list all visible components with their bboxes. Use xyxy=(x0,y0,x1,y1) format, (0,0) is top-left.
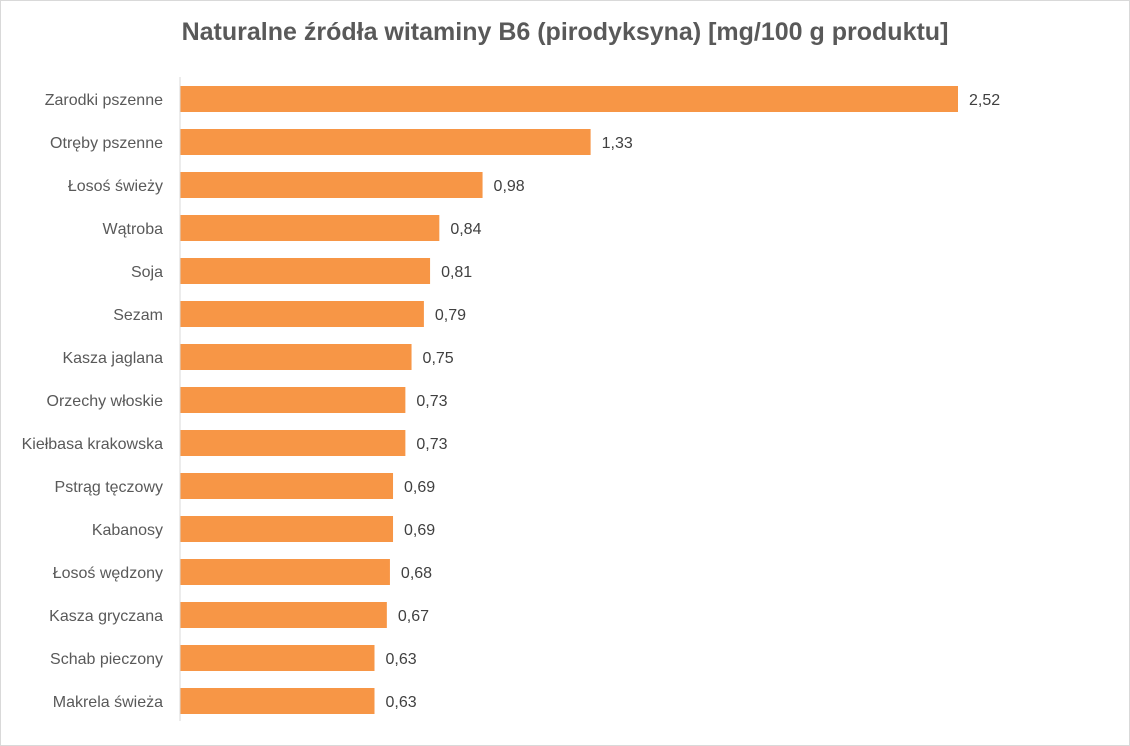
category-label: Zarodki pszenne xyxy=(45,92,163,109)
category-label: Wątroba xyxy=(103,221,164,238)
bar xyxy=(180,258,431,284)
data-label: 0,63 xyxy=(386,651,417,668)
bar xyxy=(180,430,406,456)
data-label: 0,81 xyxy=(441,264,472,281)
category-label: Soja xyxy=(131,264,163,281)
bar xyxy=(180,86,958,112)
data-label: 1,33 xyxy=(602,135,633,152)
data-label: 0,69 xyxy=(404,479,435,496)
data-label: 0,73 xyxy=(416,436,447,453)
category-label: Schab pieczony xyxy=(50,651,163,668)
category-label: Kasza jaglana xyxy=(62,350,163,367)
data-label: 0,79 xyxy=(435,307,466,324)
bar xyxy=(180,387,406,413)
category-label: Pstrąg tęczowy xyxy=(55,479,163,496)
bar xyxy=(180,645,375,671)
bar xyxy=(180,129,591,155)
bar xyxy=(180,301,424,327)
bar xyxy=(180,344,412,370)
category-label: Otręby pszenne xyxy=(50,135,163,152)
data-label: 0,98 xyxy=(494,178,525,195)
data-label: 0,68 xyxy=(401,565,432,582)
chart-title: Naturalne źródła witaminy B6 (pirodyksyn… xyxy=(181,18,949,46)
bar xyxy=(180,172,483,198)
data-label: 0,73 xyxy=(416,393,447,410)
category-label: Łosoś wędzony xyxy=(53,565,163,582)
category-label: Łosoś świeży xyxy=(68,178,163,195)
category-label: Orzechy włoskie xyxy=(47,393,164,410)
bar xyxy=(180,473,394,499)
data-label: 2,52 xyxy=(969,92,1000,109)
data-label: 0,84 xyxy=(450,221,481,238)
data-label: 0,63 xyxy=(386,694,417,711)
data-label: 0,67 xyxy=(398,608,429,625)
category-label: Kiełbasa krakowska xyxy=(22,436,164,453)
data-label: 0,75 xyxy=(423,350,454,367)
category-label: Makrela świeża xyxy=(53,694,163,711)
data-label: 0,69 xyxy=(404,522,435,539)
bar xyxy=(180,688,375,714)
bar xyxy=(180,215,440,241)
bar xyxy=(180,516,394,542)
category-label: Sezam xyxy=(113,307,163,324)
bar xyxy=(180,602,387,628)
category-label: Kasza gryczana xyxy=(49,608,163,625)
bar xyxy=(180,559,390,585)
category-label: Kabanosy xyxy=(92,522,163,539)
